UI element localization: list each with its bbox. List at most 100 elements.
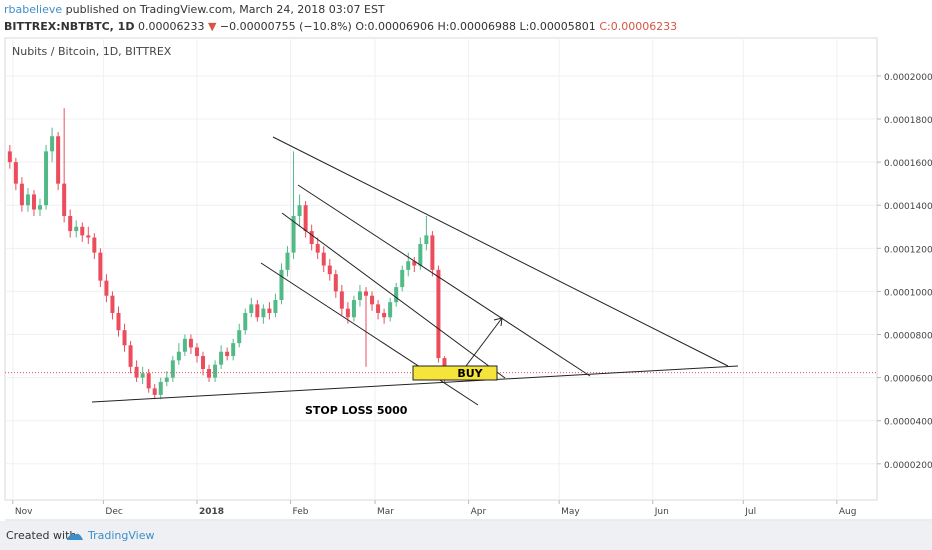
x-tick-label: Aug [839,507,857,517]
x-tick-label: Mar [377,507,394,517]
candle-body [50,136,55,152]
channel-line [297,184,591,377]
candle-body [13,162,18,184]
grid [5,38,881,504]
change: −0.00000755 (−10.8%) [219,20,352,33]
candle-body [339,291,344,309]
y-tick-label: 0.00020000 [884,73,932,83]
candle-body [370,295,375,305]
candle-body [110,295,115,313]
x-tick-label: Apr [471,507,487,517]
brand[interactable]: TradingView [88,529,155,542]
candle-body [19,183,24,206]
candle-body [134,366,139,378]
candle-body [261,308,266,318]
candle-body [201,356,206,369]
candle-body [424,235,429,245]
candle-body [122,330,127,346]
x-tick-label: Nov [15,507,33,517]
candle-body [194,347,199,357]
candle-body [152,388,157,395]
published: published on TradingView.com, March 24, … [65,3,385,16]
candle-body [279,269,284,301]
candle-body [80,226,85,236]
candle-body [182,338,187,352]
candle-body [388,302,393,318]
candle-body [333,274,338,292]
stop-loss-label: STOP LOSS 5000 [305,404,408,417]
candle-body [231,343,236,357]
candle-body [56,136,61,184]
candle-body [321,252,326,266]
high: H:0.00006988 [437,20,516,33]
candle-body [357,291,362,301]
candle-body [255,304,260,318]
candle-body [25,194,30,206]
candle-body [128,345,133,367]
drawings [91,136,739,406]
candle-body [213,364,218,378]
candle-body [158,381,163,395]
candle-body [412,261,417,266]
candle-body [273,300,278,313]
candle-body [267,308,272,313]
channel-line [281,212,506,379]
candle-body [394,287,399,303]
candle-body [92,237,97,253]
x-tick-label: 2018 [199,507,224,517]
x-tick-label: Jul [744,507,756,517]
candle-body [219,351,224,365]
candle-body [303,205,308,232]
candle-body [86,235,91,238]
candle-body [68,215,73,232]
candle-body [188,338,193,348]
candle-body [237,330,242,344]
close: C:0.00006233 [599,20,678,33]
candle-body [297,205,302,216]
candle-body [225,351,230,357]
plot-frame [4,37,878,501]
candle-body [363,291,368,296]
candle-body [74,226,79,232]
candle-body [31,194,36,210]
candle-body [430,235,435,270]
last: 0.00006233 [137,20,205,33]
candle-body [98,252,103,281]
candle-body [249,304,254,313]
candle-body [176,351,181,361]
resistance-line [272,136,729,367]
candle-body [140,373,145,378]
x-tick-label: Dec [105,507,122,517]
x-tick-label: May [561,507,580,517]
candles [5,108,877,400]
author[interactable]: rbabelieve [4,3,63,16]
candle-body [116,312,121,331]
buy-label: BUY [457,367,483,380]
x-tick-label: Jun [654,507,669,517]
candle-body [315,244,320,253]
chart-title: Nubits / Bitcoin, 1D, BITTREX [12,45,172,58]
channel-line [260,262,479,406]
publish-line: rbabelieve published on TradingView.com,… [4,3,385,16]
candle-body [400,269,405,288]
candle-body [351,300,356,318]
logo [67,533,83,540]
candle-body [285,252,290,270]
candle-body [406,261,411,270]
candle-body [418,244,423,266]
candle-body [164,377,169,382]
x-tick-label: Feb [293,507,309,517]
footer: Created with TradingView [0,521,932,550]
candle-body [291,215,296,253]
candle-body [38,205,43,210]
ticker-line: BITTREX:NBTBTC, 1D 0.00006233 ▼ −0.00000… [4,20,677,33]
candle-body [436,269,441,359]
